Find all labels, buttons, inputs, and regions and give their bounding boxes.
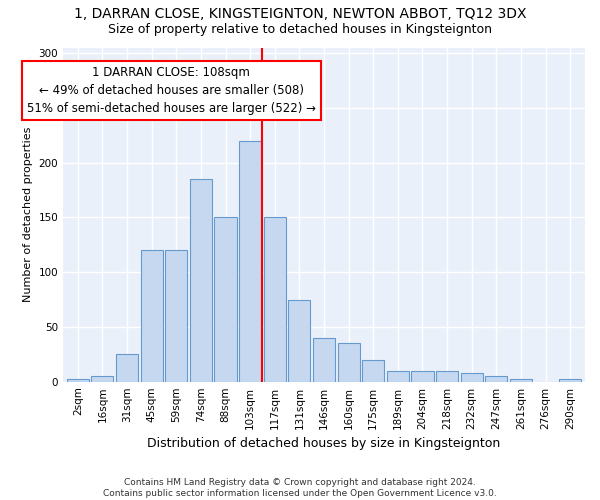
X-axis label: Distribution of detached houses by size in Kingsteignton: Distribution of detached houses by size … (148, 437, 500, 450)
Text: 1 DARRAN CLOSE: 108sqm
← 49% of detached houses are smaller (508)
51% of semi-de: 1 DARRAN CLOSE: 108sqm ← 49% of detached… (27, 66, 316, 115)
Bar (190, 179, 212, 382)
Bar (116, 354, 138, 382)
Y-axis label: Number of detached properties: Number of detached properties (23, 127, 33, 302)
Bar (67, 380, 89, 382)
Bar (559, 380, 581, 382)
Bar (239, 140, 261, 382)
Text: Contains HM Land Registry data © Crown copyright and database right 2024.
Contai: Contains HM Land Registry data © Crown c… (103, 478, 497, 498)
Bar (362, 360, 385, 382)
Bar (338, 344, 359, 382)
Bar (461, 373, 483, 382)
Bar (436, 370, 458, 382)
Bar (91, 376, 113, 382)
Bar (288, 300, 310, 382)
Text: 1, DARRAN CLOSE, KINGSTEIGNTON, NEWTON ABBOT, TQ12 3DX: 1, DARRAN CLOSE, KINGSTEIGNTON, NEWTON A… (74, 8, 526, 22)
Bar (214, 218, 236, 382)
Bar (412, 370, 434, 382)
Bar (140, 250, 163, 382)
Bar (313, 338, 335, 382)
Bar (263, 218, 286, 382)
Text: Size of property relative to detached houses in Kingsteignton: Size of property relative to detached ho… (108, 22, 492, 36)
Bar (485, 376, 508, 382)
Bar (165, 250, 187, 382)
Bar (387, 370, 409, 382)
Bar (510, 380, 532, 382)
